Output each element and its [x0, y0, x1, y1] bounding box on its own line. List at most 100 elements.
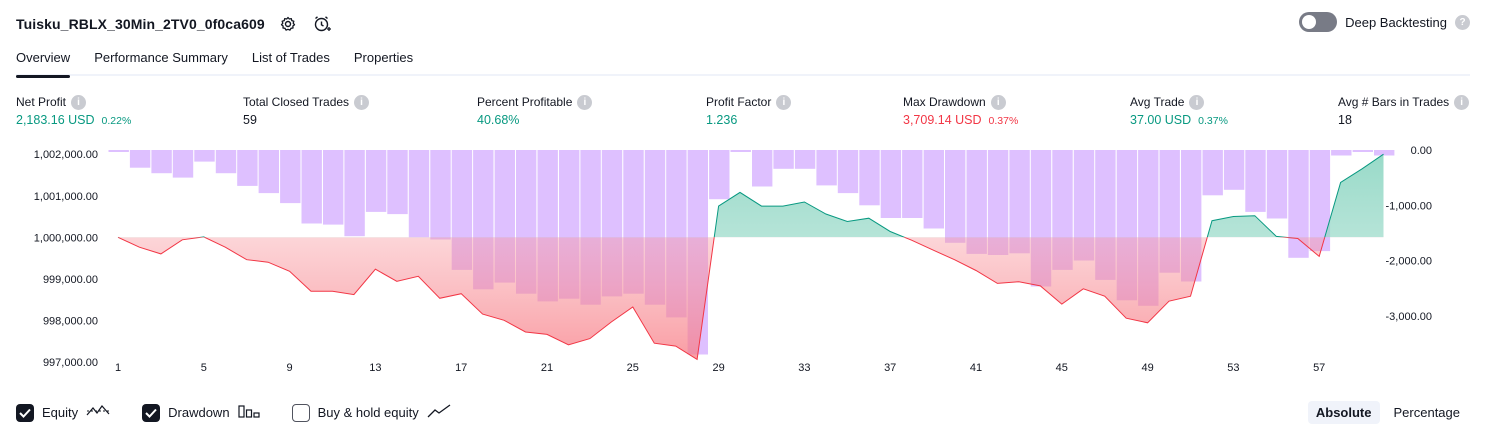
equity-area-positive [118, 154, 1384, 238]
legend-label: Buy & hold equity [317, 405, 419, 420]
left-tick-label: 998,000.00 [43, 315, 98, 327]
info-icon[interactable]: i [354, 94, 370, 110]
drawdown-bar [237, 150, 258, 186]
drawdown-bar [258, 150, 279, 194]
add-alert-icon[interactable] [311, 13, 333, 35]
drawdown-bar [215, 150, 237, 174]
drawdown-bar [816, 150, 837, 186]
equity-area [118, 154, 1384, 360]
report-tabs: Overview Performance Summary List of Tra… [16, 44, 1470, 78]
x-tick-label: 49 [1141, 362, 1153, 374]
tab-list-of-trades[interactable]: List of Trades [251, 50, 330, 65]
metric-percent: 0.37% [988, 115, 1019, 127]
metric-label: Percent Profitable [477, 95, 573, 109]
x-axis: 1 5 9 13 17 21 25 29 33 37 41 45 49 53 57 [115, 362, 1325, 374]
metric-percent: 0.37% [1198, 115, 1228, 127]
metric-value: 1.236 [706, 113, 738, 127]
drawdown-bar [902, 150, 923, 218]
drawdown-bar [1245, 150, 1266, 212]
drawdown-bar [430, 150, 451, 240]
drawdown-bar [1009, 150, 1030, 254]
percentage-button[interactable]: Percentage [1393, 405, 1461, 420]
checkbox-unchecked-icon[interactable] [291, 403, 310, 422]
info-icon[interactable]: i [577, 94, 593, 110]
drawdown-bar [709, 150, 730, 200]
drawdown-bar [408, 150, 430, 238]
metric-label: Net Profit [16, 95, 67, 109]
drawdown-bar [1288, 150, 1309, 258]
deep-backtesting-toggle[interactable] [1299, 12, 1338, 32]
drawdown-bar [966, 150, 987, 254]
drawdown-bar [923, 150, 944, 229]
drawdown-bar [880, 150, 902, 218]
x-tick-label: 57 [1313, 362, 1325, 374]
legend-label: Equity [42, 405, 79, 420]
x-tick-label: 13 [369, 362, 381, 374]
drawdown-bar [365, 150, 387, 212]
legend-drawdown[interactable]: Drawdown [142, 403, 260, 422]
metric-avg-trade: Avg Trade i 37.00 USD 0.37% [1130, 94, 1228, 127]
checkbox-checked-icon[interactable] [142, 403, 161, 422]
metric-value: 3,709.14 USD [903, 113, 982, 127]
left-tick-label: 997,000.00 [43, 357, 98, 369]
left-tick-label: 1,001,000.00 [34, 191, 98, 203]
deep-backtesting: Deep Backtesting ? [1299, 12, 1470, 32]
info-icon[interactable]: i [1189, 94, 1205, 110]
drawdown-bars-icon [237, 403, 260, 422]
left-tick-label: 1,002,000.00 [34, 149, 98, 161]
info-icon[interactable]: i [1454, 94, 1470, 110]
drawdown-bar [344, 150, 365, 237]
right-tick-label: 0.00 [1411, 145, 1432, 157]
left-tick-label: 999,000.00 [43, 274, 98, 286]
drawdown-bar [859, 150, 880, 206]
toggle-knob [1302, 15, 1317, 29]
metric-percent-profitable: Percent Profitable i 40.68% [477, 94, 593, 127]
drawdown-bar [730, 150, 751, 152]
right-tick-label: -3,000.00 [1386, 311, 1432, 323]
x-tick-label: 1 [115, 362, 121, 374]
metric-profit-factor: Profit Factor i 1.236 [706, 94, 792, 127]
drawdown-bar [987, 150, 1009, 255]
metric-value: 59 [243, 113, 257, 127]
tab-overview[interactable]: Overview [16, 44, 71, 78]
drawdown-bar [837, 150, 859, 194]
metric-value: 2,183.16 USD [16, 113, 95, 127]
drawdown-bar [752, 150, 773, 187]
legend-equity[interactable]: Equity [16, 403, 110, 422]
drawdown-bar [194, 150, 215, 162]
drawdown-bar [1309, 150, 1331, 252]
tab-properties[interactable]: Properties [353, 50, 414, 65]
drawdown-bar [280, 150, 301, 204]
metric-value: 40.68% [477, 113, 520, 127]
settings-icon[interactable] [277, 13, 299, 35]
metric-label: Profit Factor [706, 95, 772, 109]
left-axis: 1,002,000.00 1,001,000.00 1,000,000.00 999,… [34, 149, 98, 369]
equity-line-negative [117, 237, 1326, 361]
view-mode-switch: Absolute Percentage [1307, 401, 1468, 424]
x-tick-label: 41 [970, 362, 982, 374]
tab-performance-summary[interactable]: Performance Summary [94, 50, 228, 65]
equity-drawdown-chart[interactable]: 1,002,000.00 1,001,000.00 1,000,000.00 999,… [0, 140, 1486, 376]
right-tick-label: -2,000.00 [1386, 256, 1432, 268]
metric-max-drawdown: Max Drawdown i 3,709.14 USD 0.37% [903, 94, 1018, 127]
metric-value: 37.00 USD [1130, 113, 1192, 127]
equity-line-positive [117, 153, 1384, 238]
metric-value: 18 [1338, 113, 1352, 127]
info-icon[interactable]: i [990, 94, 1006, 110]
drawdown-bar [151, 150, 172, 174]
drawdown-bar [1266, 150, 1288, 219]
info-icon[interactable]: i [776, 94, 792, 110]
x-tick-label: 25 [627, 362, 639, 374]
drawdown-bar [1331, 150, 1352, 156]
x-tick-label: 5 [201, 362, 207, 374]
absolute-button[interactable]: Absolute [1307, 401, 1380, 424]
help-icon[interactable]: ? [1455, 14, 1470, 30]
equity-line [117, 153, 1384, 361]
legend-buy-hold[interactable]: Buy & hold equity [291, 403, 451, 422]
info-icon[interactable]: i [71, 94, 87, 110]
metric-label: Total Closed Trades [243, 95, 350, 109]
drawdown-bar [1202, 150, 1223, 196]
metric-percent: 0.22% [101, 115, 132, 127]
checkbox-checked-icon[interactable] [16, 403, 34, 422]
drawdown-bar [1223, 150, 1245, 190]
